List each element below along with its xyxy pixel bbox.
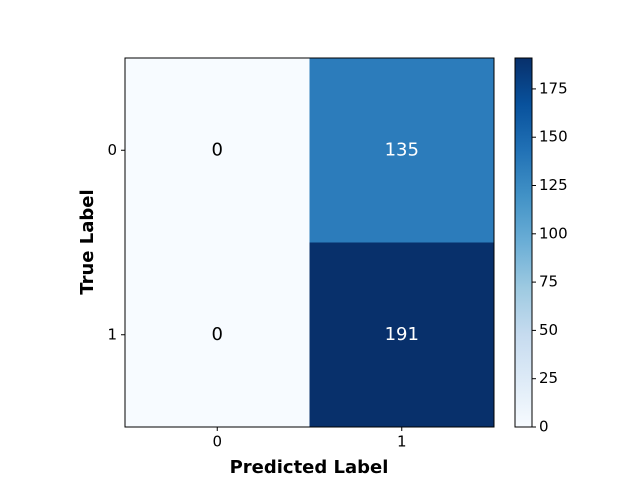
heatmap-cell [125, 58, 310, 243]
colorbar-tick-label: 50 [539, 321, 558, 339]
y-axis-title: True Label [77, 189, 98, 294]
cell-label: 191 [385, 324, 419, 345]
x-axis-title: Predicted Label [230, 457, 389, 478]
colorbar-tick-label: 125 [539, 176, 568, 194]
colorbar-tick-label: 75 [539, 273, 558, 291]
colorbar-tick-label: 0 [539, 418, 549, 436]
cell-label: 135 [385, 139, 419, 160]
colorbar-tick-label: 150 [539, 128, 568, 146]
x-tick-label: 0 [212, 433, 222, 451]
x-tick-label: 1 [397, 433, 407, 451]
colorbar-tick-label: 175 [539, 79, 568, 97]
y-tick-label: 0 [107, 141, 117, 159]
heatmap-cell [309, 242, 494, 427]
colorbar-tick-label: 25 [539, 369, 558, 387]
heatmap-cell [309, 58, 494, 243]
cell-label: 0 [212, 139, 223, 160]
heatmap-cell [125, 242, 310, 427]
colorbar [514, 57, 533, 428]
y-tick-label: 1 [107, 325, 117, 343]
plot-frame [124, 57, 495, 428]
cell-label: 0 [212, 324, 223, 345]
colorbar-tick-label: 100 [539, 224, 568, 242]
